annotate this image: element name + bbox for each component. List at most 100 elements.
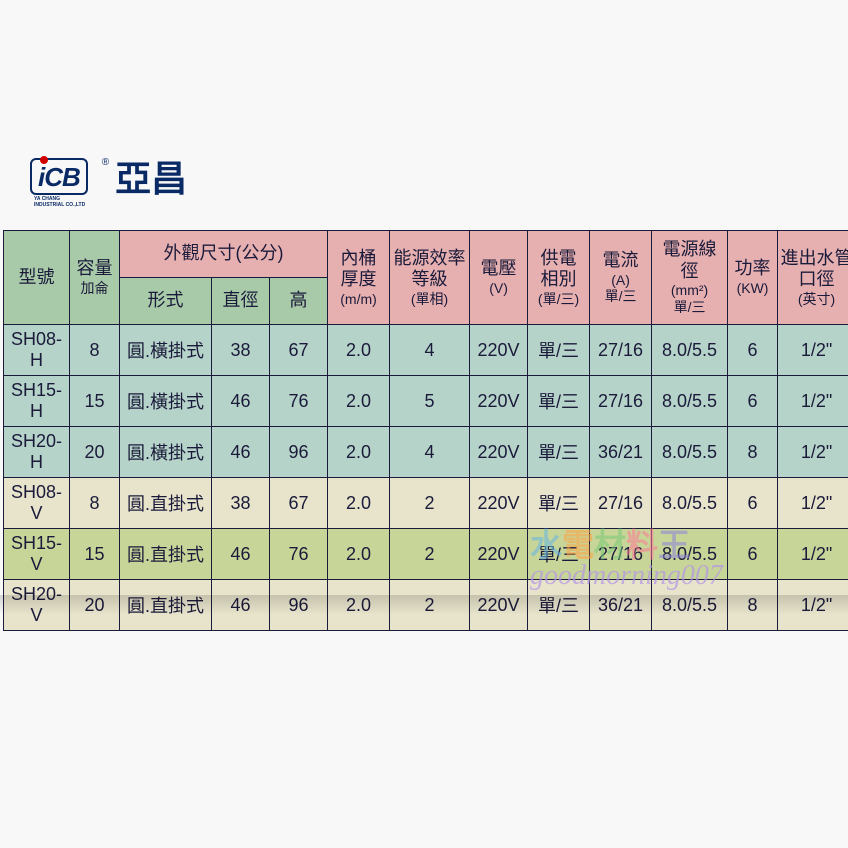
cell-type: 圓.橫掛式 [120, 325, 212, 376]
hdr-pipe-l3: (英寸) [780, 291, 848, 308]
hdr-height: 高 [270, 278, 328, 325]
hdr-capacity-l1: 容量 [77, 258, 113, 278]
table-shadow [0, 595, 848, 615]
cell-phase: 單/三 [528, 325, 590, 376]
hdr-phase: 供電 相別 (單/三) [528, 231, 590, 325]
hdr-thickness-l3: (m/m) [330, 291, 387, 308]
logo-subtext: YA CHANG INDUSTRIAL CO.,LTD [34, 196, 86, 208]
cell-pipe: 1/2" [778, 427, 848, 478]
cell-cap: 15 [70, 376, 120, 427]
hdr-voltage: 電壓 (V) [470, 231, 528, 325]
cell-model: SH08-V [4, 478, 70, 529]
cell-eff: 4 [390, 427, 470, 478]
hdr-amp-l2: (A) [592, 272, 649, 289]
hdr-phase-l3: (單/三) [530, 291, 587, 308]
hdr-diameter: 直徑 [212, 278, 270, 325]
cell-volt: 220V [470, 376, 528, 427]
table-row: SH08-V8圓.直掛式38672.02220V單/三27/168.0/5.56… [4, 478, 848, 529]
cell-thick: 2.0 [328, 325, 390, 376]
logo-badge: iCB YA CHANG INDUSTRIAL CO.,LTD [30, 158, 88, 195]
cell-pipe: 1/2" [778, 478, 848, 529]
cell-kw: 6 [728, 478, 778, 529]
hdr-current: 電流 (A) 單/三 [590, 231, 652, 325]
hdr-type: 形式 [120, 278, 212, 325]
hdr-volt-l1: 電壓 [481, 258, 517, 278]
table-row: SH08-H8圓.橫掛式38672.04220V單/三27/168.0/5.56… [4, 325, 848, 376]
cell-type: 圓.直掛式 [120, 478, 212, 529]
cell-dia: 46 [212, 427, 270, 478]
cell-dia: 38 [212, 478, 270, 529]
cell-amp: 27/16 [590, 478, 652, 529]
cell-volt: 220V [470, 529, 528, 580]
cell-h: 67 [270, 325, 328, 376]
cell-cap: 8 [70, 325, 120, 376]
logo-registered: ® [102, 157, 109, 168]
table-row: SH15-H15圓.橫掛式46762.05220V單/三27/168.0/5.5… [4, 376, 848, 427]
cell-type: 圓.直掛式 [120, 529, 212, 580]
cell-h: 76 [270, 376, 328, 427]
hdr-power: 功率 (KW) [728, 231, 778, 325]
logo-dot-icon [40, 156, 48, 164]
hdr-phase-l1: 供電 [541, 248, 577, 268]
cell-phase: 單/三 [528, 376, 590, 427]
cell-kw: 6 [728, 376, 778, 427]
cell-cap: 20 [70, 427, 120, 478]
hdr-wire-l1: 電源線徑 [663, 239, 717, 281]
page: iCB YA CHANG INDUSTRIAL CO.,LTD ® 亞昌 型號 … [0, 0, 848, 848]
hdr-model: 型號 [4, 231, 70, 325]
cell-type: 圓.橫掛式 [120, 376, 212, 427]
hdr-thickness: 內桶 厚度 (m/m) [328, 231, 390, 325]
cell-kw: 6 [728, 325, 778, 376]
hdr-pipe: 進出水管 口徑 (英寸) [778, 231, 848, 325]
cell-kw: 6 [728, 529, 778, 580]
cell-type: 圓.橫掛式 [120, 427, 212, 478]
cell-wire: 8.0/5.5 [652, 376, 728, 427]
cell-kw: 8 [728, 427, 778, 478]
cell-model: SH15-V [4, 529, 70, 580]
cell-pipe: 1/2" [778, 325, 848, 376]
table-body: SH08-H8圓.橫掛式38672.04220V單/三27/168.0/5.56… [4, 325, 848, 631]
cell-pipe: 1/2" [778, 376, 848, 427]
logo-chinese: 亞昌 [115, 150, 187, 202]
cell-h: 76 [270, 529, 328, 580]
cell-dia: 46 [212, 529, 270, 580]
hdr-wire-l2: (mm²) [654, 282, 725, 299]
hdr-eff-l3: (單相) [392, 291, 467, 308]
hdr-kw-l1: 功率 [735, 258, 771, 278]
cell-eff: 2 [390, 529, 470, 580]
cell-phase: 單/三 [528, 427, 590, 478]
cell-amp: 27/16 [590, 529, 652, 580]
hdr-capacity-l2: 加侖 [72, 280, 117, 297]
cell-h: 67 [270, 478, 328, 529]
hdr-phase-l2: 相別 [541, 269, 577, 289]
cell-wire: 8.0/5.5 [652, 529, 728, 580]
table-header: 型號 容量 加侖 外觀尺寸(公分) 內桶 厚度 (m/m) 能源效率 等級 (單… [4, 231, 848, 325]
cell-cap: 8 [70, 478, 120, 529]
cell-amp: 27/16 [590, 376, 652, 427]
cell-eff: 2 [390, 478, 470, 529]
hdr-capacity: 容量 加侖 [70, 231, 120, 325]
cell-volt: 220V [470, 478, 528, 529]
cell-h: 96 [270, 427, 328, 478]
cell-amp: 27/16 [590, 325, 652, 376]
cell-volt: 220V [470, 325, 528, 376]
hdr-kw-l2: (KW) [730, 280, 775, 297]
cell-amp: 36/21 [590, 427, 652, 478]
hdr-dims-group: 外觀尺寸(公分) [120, 231, 328, 278]
hdr-volt-l2: (V) [472, 280, 525, 297]
hdr-thickness-l2: 厚度 [341, 269, 377, 289]
cell-wire: 8.0/5.5 [652, 427, 728, 478]
brand-logo: iCB YA CHANG INDUSTRIAL CO.,LTD ® 亞昌 [30, 150, 187, 202]
hdr-wire: 電源線徑 (mm²) 單/三 [652, 231, 728, 325]
hdr-eff-l2: 等級 [412, 269, 448, 289]
cell-phase: 單/三 [528, 478, 590, 529]
hdr-efficiency: 能源效率 等級 (單相) [390, 231, 470, 325]
cell-thick: 2.0 [328, 376, 390, 427]
cell-pipe: 1/2" [778, 529, 848, 580]
table-row: SH20-H20圓.橫掛式46962.04220V單/三36/218.0/5.5… [4, 427, 848, 478]
cell-dia: 46 [212, 376, 270, 427]
logo-abbr: iCB [38, 162, 80, 193]
hdr-pipe-l2: 口徑 [799, 269, 835, 289]
hdr-amp-l3: 單/三 [592, 288, 649, 305]
cell-thick: 2.0 [328, 427, 390, 478]
